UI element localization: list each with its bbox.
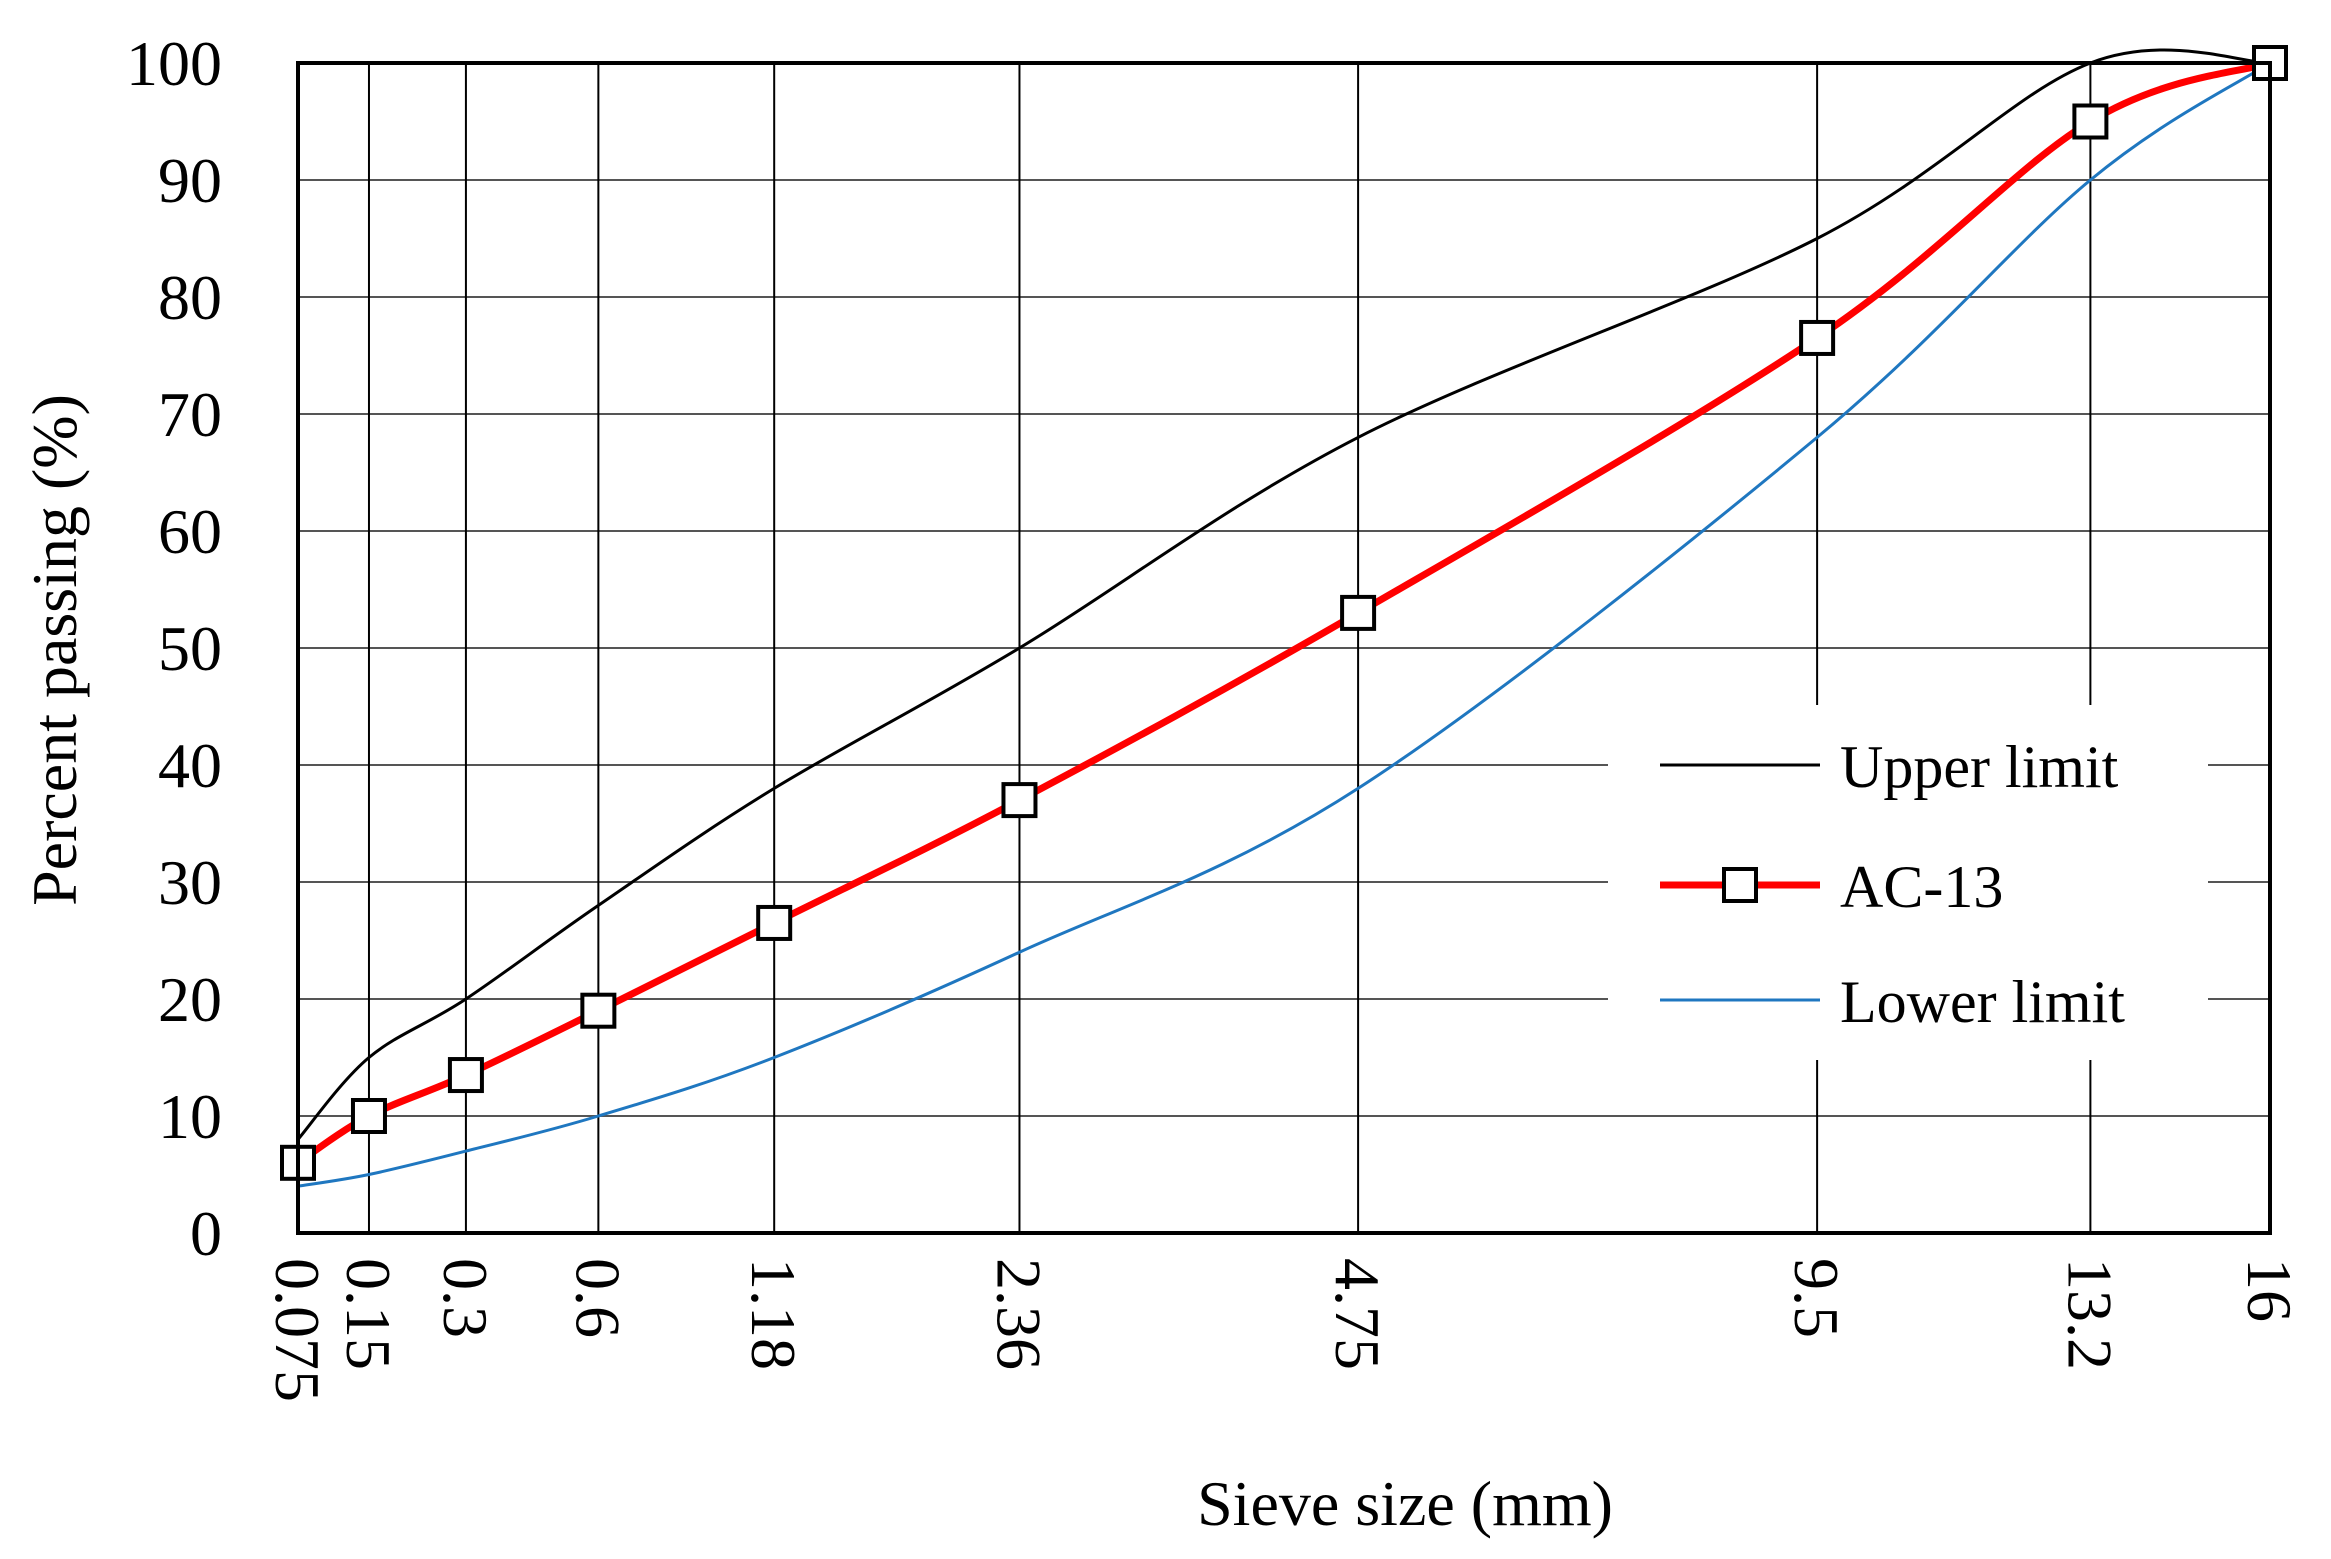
marker-4.75: [1340, 594, 1377, 631]
y-tick-label-7: 70: [158, 379, 222, 450]
x-tick-label-1: 0.15: [333, 1258, 404, 1370]
marker-0.3: [447, 1057, 484, 1094]
x-tick-label-9: 16: [2234, 1258, 2305, 1322]
y-tick-label-9: 90: [158, 145, 222, 216]
legend-marker-1: [1722, 867, 1758, 903]
y-tick-label-10: 100: [126, 28, 222, 99]
plot-frame: [296, 61, 2272, 1235]
marker-0.15: [350, 1098, 387, 1134]
marker-2.36: [1001, 782, 1038, 819]
x-tick-label-0: 0.075: [262, 1258, 333, 1402]
x-tick-labels: 0.075 0.15 0.3 0.6 1.18 2.36 4.75 9.5 13.2 16: [262, 1258, 2305, 1402]
y-tick-label-4: 40: [158, 730, 222, 801]
marker-0.6: [580, 992, 617, 1029]
y-tick-label-1: 10: [158, 1081, 222, 1152]
legend: Upper limit AC-13 Lower limit: [1608, 705, 2208, 1060]
markers: [280, 45, 2288, 1181]
y-tick-label-6: 60: [158, 496, 222, 567]
y-axis-label: Percent passing (%): [19, 394, 90, 906]
y-tick-label-3: 30: [158, 847, 222, 918]
x-tick-label-7: 9.5: [1781, 1258, 1852, 1338]
series-line-2: [297, 61, 2271, 1188]
y-tick-labels: 0 10 20 30 40 50 60 70 80 90 100: [126, 28, 222, 1269]
y-tick-label-2: 20: [158, 964, 222, 1035]
series-line-0: [296, 48, 2271, 1141]
x-tick-label-4: 1.18: [738, 1258, 809, 1370]
x-tick-label-8: 13.2: [2054, 1258, 2125, 1370]
legend-label-1: AC-13: [1840, 854, 2003, 920]
legend-label-0: Upper limit: [1840, 734, 2119, 800]
y-tick-label-0: 0: [190, 1198, 222, 1269]
x-tick-label-6: 4.75: [1322, 1258, 1393, 1370]
x-tick-label-3: 0.6: [562, 1258, 633, 1338]
x-axis-label: Sieve size (mm): [1197, 1468, 1613, 1539]
marker-1.18: [756, 904, 793, 941]
y-tick-label-8: 80: [158, 262, 222, 333]
legend-label-2: Lower limit: [1840, 969, 2125, 1035]
y-tick-label-5: 50: [158, 613, 222, 684]
x-tick-label-5: 2.36: [983, 1258, 1054, 1370]
x-tick-label-2: 0.3: [430, 1258, 501, 1338]
marker-13.2: [2072, 103, 2109, 140]
marker-9.5: [1799, 319, 1836, 356]
